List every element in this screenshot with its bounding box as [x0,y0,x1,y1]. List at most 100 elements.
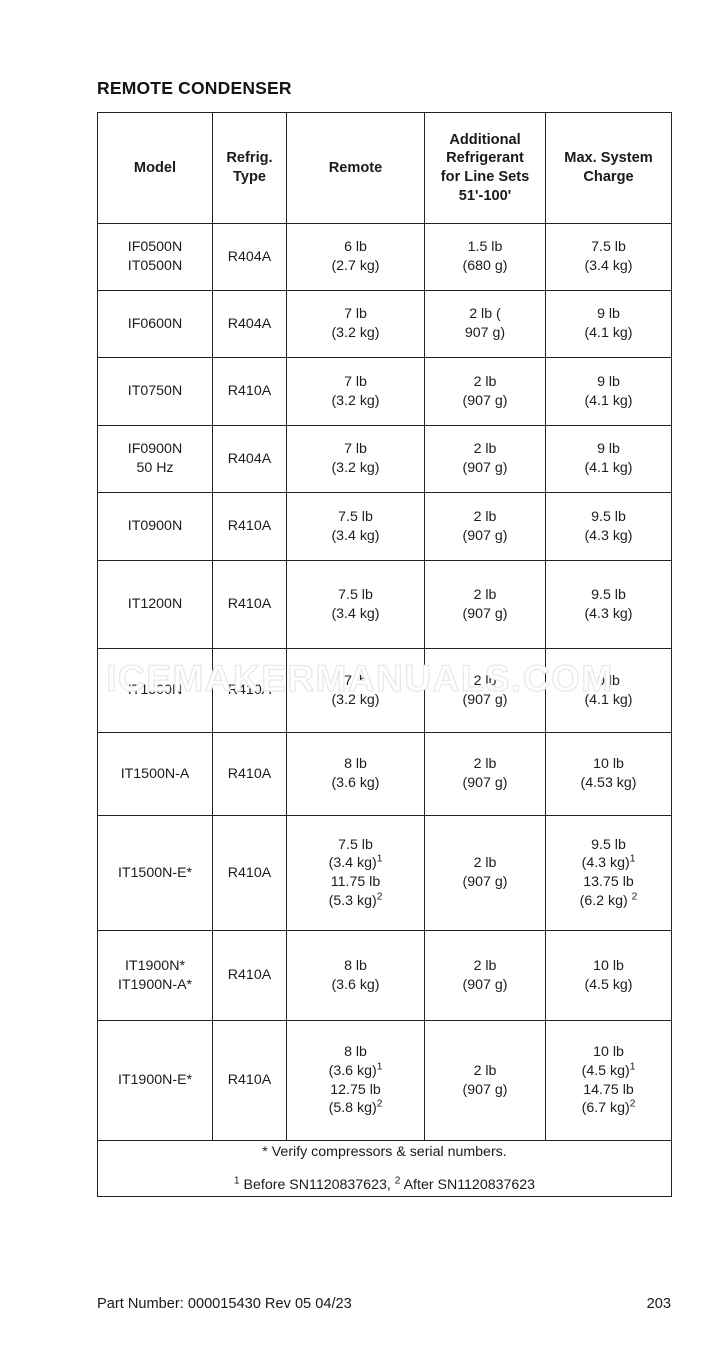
cell-content: R410A [216,864,283,883]
cell-line: 6 lb [344,239,367,256]
column-header-max-system-charge: Max. System Charge [545,112,672,224]
cell-line: (3.4 kg) [331,527,380,544]
cell-content: 8 lb (3.6 kg) [290,957,421,994]
cell-max-system-charge: 10 lb (4.53 kg) [545,732,672,816]
header-label-remote: Remote [328,159,383,176]
cell-remote: 7 lb (3.2 kg) [286,290,425,358]
cell-model: IT1500N [97,648,213,733]
cell-model: IT0900N [97,492,213,561]
cell-line: IT1200N [127,596,183,613]
column-header-remote: Remote [286,112,425,224]
cell-refrigerant-type: R410A [212,815,287,931]
table-row: IT1500N R410A 7 lb (3.2 kg) 2 lb (907 g) 9 lb (… [97,648,672,733]
cell-line: (907 g) [462,527,508,544]
cell-model: IT1200N [97,560,213,649]
header-line: for Line Sets [440,169,530,185]
cell-model: IT0750N [97,357,213,426]
cell-remote: 7.5 lb (3.4 kg) [286,492,425,561]
cell-line: IT0900N [127,518,183,535]
cell-line: (3.2 kg) [331,325,380,341]
cell-content: R404A [216,450,283,469]
cell-line: 50 Hz [136,460,174,476]
cell-line: R410A [227,682,272,699]
cell-content: 9.5 lb (4.3 kg)1 13.75 lb (6.2 kg) 2 [549,836,668,911]
cell-remote: 6 lb (2.7 kg) [286,223,425,291]
cell-content: 9 lb (4.1 kg) [549,672,668,709]
cell-content: R410A [216,517,283,536]
cell-content: R410A [216,382,283,401]
cell-line: 13.75 lb [583,874,634,890]
cell-line: 7.5 lb [591,239,626,256]
cell-remote: 7.5 lb (3.4 kg) [286,560,425,649]
cell-line: R410A [227,1072,272,1089]
cell-content: 7 lb (3.2 kg) [290,672,421,709]
cell-line: (907 g) [462,874,508,890]
cell-max-system-charge: 10 lb (4.5 kg) [545,930,672,1021]
cell-line: (4.5 kg) [584,976,633,993]
cell-max-system-charge: 9.5 lb (4.3 kg)1 13.75 lb (6.2 kg) 2 [545,815,672,931]
cell-remote: 7 lb (3.2 kg) [286,648,425,733]
cell-line: 2 lb [473,957,497,974]
cell-content: IF0600N [101,315,209,334]
table-row: IF0500N IT0500N R404A 6 lb (2.7 kg) 1.5 lb (68… [97,223,672,291]
cell-content: IT1500N-E* [101,864,209,883]
cell-content: 7.5 lb (3.4 kg)1 11.75 lb (5.3 kg)2 [290,836,421,911]
cell-line: (4.3 kg) [584,605,633,622]
cell-line: IT1500N [127,682,183,699]
cell-line: 7.5 lb [338,836,373,853]
cell-line: (4.5 kg)1 [581,1061,636,1079]
cell-content: 10 lb (4.5 kg)1 14.75 lb (6.7 kg)2 [549,1043,668,1118]
cell-line: (4.3 kg)1 [581,853,636,872]
cell-max-system-charge: 9.5 lb (4.3 kg) [545,492,672,561]
cell-content: R404A [216,248,283,267]
cell-line: IT1500N-A [120,765,190,782]
header-label-refrig: Refrig. Type [216,149,283,186]
cell-line: (6.2 kg) 2 [579,891,638,909]
cell-content: IT1500N-A [101,765,209,784]
footnote-marker: 2 [376,891,383,902]
column-header-additional-refrigerant: Additional Refrigerant for Line Sets 51'… [424,112,546,224]
cell-content: R410A [216,595,283,614]
cell-content: R410A [216,966,283,985]
cell-line: 8 lb [344,756,367,773]
cell-line: 2 lb ( [469,306,501,323]
table-body: IF0500N IT0500N R404A 6 lb (2.7 kg) 1.5 lb (68… [97,223,672,1141]
cell-refrigerant-type: R410A [212,648,287,733]
cell-content: IT0750N [101,382,209,401]
cell-line: 9 lb [597,441,620,458]
footnote-marker: 1 [629,1061,636,1073]
cell-line: 2 lb [473,756,497,773]
column-header-refrigerant-type: Refrig. Type [212,112,287,224]
cell-line: (3.4 kg) [584,258,633,274]
cell-additional-refrigerant: 2 lb (907 g) [424,492,546,561]
cell-max-system-charge: 9.5 lb (4.3 kg) [545,560,672,649]
cell-model: IT1900N* IT1900N-A* [97,930,213,1021]
cell-line: IT1900N* [125,957,185,974]
cell-line: 2 lb [473,441,497,458]
cell-line: (4.3 kg) [584,527,633,544]
cell-line: R404A [227,248,272,265]
cell-line: IT0500N [127,258,183,274]
cell-content: 9 lb (4.1 kg) [549,305,668,342]
table-row: IF0900N 50 Hz R404A 7 lb (3.2 kg) 2 lb (907 g)… [97,425,672,493]
footnote-line: * Verify compressors & serial numbers. [262,1144,507,1160]
cell-remote: 8 lb (3.6 kg)1 12.75 lb (5.8 kg)2 [286,1020,425,1141]
table-row: IT1500N-E* R410A 7.5 lb (3.4 kg)1 11.75 lb (5… [97,815,672,931]
table-row: IT1900N* IT1900N-A* R410A 8 lb (3.6 kg) 2 lb (… [97,930,672,1021]
cell-line: (907 g) [462,392,508,409]
cell-line: (680 g) [462,258,508,274]
table-row: IT0750N R410A 7 lb (3.2 kg) 2 lb (907 g) 9 lb (… [97,357,672,426]
cell-line: (3.2 kg) [331,392,380,409]
cell-additional-refrigerant: 2 lb (907 g) [424,815,546,931]
cell-line: 2 lb [473,1062,497,1079]
header-label-additional: Additional Refrigerant for Line Sets 51'… [428,131,542,206]
cell-line: (907 g) [462,976,508,993]
cell-additional-refrigerant: 2 lb (907 g) [424,290,546,358]
cell-model: IF0900N 50 Hz [97,425,213,493]
table-row: IT1200N R410A 7.5 lb (3.4 kg) 2 lb (907 g) 9.5… [97,560,672,649]
footnote-marker: 2 [631,891,638,902]
page-footer: Part Number: 000015430 Rev 05 04/23 203 [97,1296,671,1312]
footnote-marker: 2 [629,1098,636,1110]
cell-line: 7 lb [344,373,367,390]
cell-additional-refrigerant: 2 lb (907 g) [424,732,546,816]
